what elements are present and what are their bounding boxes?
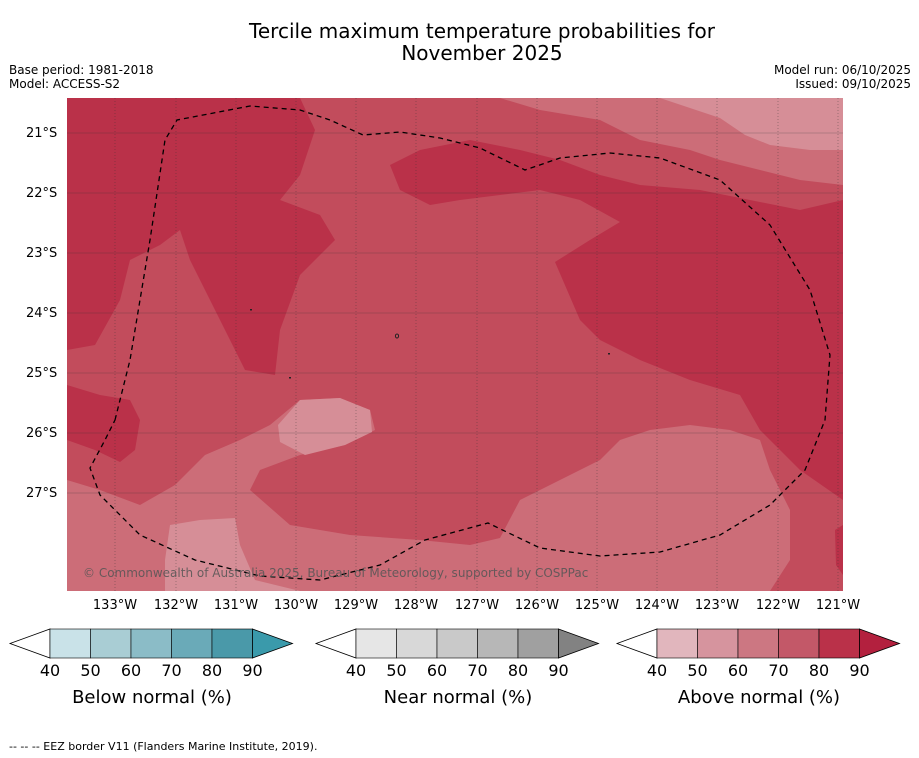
meta-left: Base period: 1981-2018 Model: ACCESS-S2 — [9, 63, 154, 91]
below-normal-colorbar-segment — [130, 628, 172, 659]
lon-label-121w: 121°W — [815, 598, 861, 613]
near-normal-colorbar-segment — [396, 628, 438, 659]
near-normal-tick-label: 60 — [426, 661, 448, 680]
below-normal-tick-label: 80 — [201, 661, 223, 680]
near-normal-tick-label: 50 — [386, 661, 407, 680]
below-normal-colorbar-segment — [90, 628, 132, 659]
lat-label-26s: 26°S — [26, 426, 58, 441]
above-normal-tick-label: 70 — [768, 661, 789, 680]
lon-label-122w: 122°W — [755, 598, 801, 613]
above-normal-colorbar-segment — [697, 628, 739, 659]
below-normal-label: Below normal (%) — [72, 687, 232, 708]
lon-label-133w: 133°W — [92, 598, 138, 613]
lon-label-132w: 132°W — [153, 598, 199, 613]
above-normal-colorbar-segment — [778, 628, 820, 659]
region-50-northeast — [660, 98, 843, 150]
above-normal-tick-label: 50 — [687, 661, 708, 680]
above-normal-tick-label: 60 — [727, 661, 749, 680]
lon-label-131w: 131°W — [213, 598, 259, 613]
model-name: Model: ACCESS-S2 — [9, 77, 121, 91]
lon-label-129w: 129°W — [333, 598, 379, 613]
colorbars — [8, 628, 901, 659]
lat-label-25s: 25°S — [26, 366, 58, 381]
below-normal-colorbar-segment — [211, 628, 253, 659]
above-normal-colorbar-high-arrow — [859, 628, 901, 659]
above-normal-colorbar-segment — [737, 628, 779, 659]
near-normal-label: Near normal (%) — [383, 687, 533, 708]
lat-label-23s: 23°S — [26, 246, 58, 261]
lon-label-128w: 128°W — [393, 598, 439, 613]
lon-label-124w: 124°W — [634, 598, 680, 613]
below-normal-tick-label: 60 — [120, 661, 142, 680]
below-normal-tick-label: 70 — [161, 661, 182, 680]
near-normal-tick-label: 90 — [548, 661, 569, 680]
region-60-south — [67, 398, 790, 591]
title-line-2: November 2025 — [401, 41, 563, 65]
below-normal-tick-label: 50 — [80, 661, 101, 680]
lat-label-24s: 24°S — [26, 306, 58, 321]
lon-label-125w: 125°W — [574, 598, 620, 613]
above-normal-colorbar-segment — [818, 628, 860, 659]
region-80-small — [67, 385, 140, 462]
below-normal-colorbar-high-arrow — [252, 628, 294, 659]
base-period: Base period: 1981-2018 — [9, 63, 154, 77]
region-80-edge — [835, 525, 843, 575]
region-50-south — [165, 518, 300, 591]
below-normal-tick-label: 90 — [242, 661, 263, 680]
below-normal-colorbar-segment — [171, 628, 213, 659]
near-normal-colorbar-segment — [355, 628, 397, 659]
copyright-text: © Commonwealth of Australia 2025, Bureau… — [83, 566, 589, 580]
region-80-west — [67, 98, 335, 375]
islands — [250, 309, 610, 379]
near-normal-tick-label: 40 — [345, 661, 367, 680]
probability-map — [67, 98, 843, 591]
near-normal-colorbar-segment — [477, 628, 519, 659]
near-normal-colorbar-low-arrow — [314, 628, 357, 659]
below-normal-tick-label: 40 — [39, 661, 61, 680]
lon-label-123w: 123°W — [694, 598, 740, 613]
above-normal-colorbar-segment — [656, 628, 698, 659]
near-normal-tick-label: 70 — [467, 661, 488, 680]
near-normal-colorbar-high-arrow — [558, 628, 600, 659]
title-line-1: Tercile maximum temperature probabilitie… — [249, 19, 715, 43]
region-50-south-2 — [278, 398, 372, 455]
below-normal-colorbar-low-arrow — [8, 628, 51, 659]
eez-border — [89, 105, 831, 581]
grid — [114, 98, 839, 591]
near-normal-tick-label: 80 — [507, 661, 529, 680]
above-normal-label: Above normal (%) — [677, 687, 841, 708]
lat-label-27s: 27°S — [26, 486, 58, 501]
model-run: Model run: 06/10/2025 — [773, 63, 911, 77]
issued-date: Issued: 09/10/2025 — [795, 77, 911, 91]
meta-right: Model run: 06/10/2025 Issued: 09/10/2025 — [774, 63, 911, 91]
lat-label-21s: 21°S — [26, 126, 58, 141]
grid-lat — [67, 132, 843, 494]
near-normal-colorbar-segment — [517, 628, 559, 659]
chart-title: Tercile maximum temperature probabilitie… — [0, 20, 919, 64]
above-normal-colorbar-low-arrow — [615, 628, 658, 659]
lon-label-130w: 130°W — [273, 598, 319, 613]
near-normal-colorbar-segment — [436, 628, 478, 659]
above-normal-tick-label: 90 — [849, 661, 870, 680]
above-normal-tick-label: 80 — [808, 661, 830, 680]
eez-footnote: -- -- -- EEZ border V11 (Flanders Marine… — [9, 740, 318, 753]
lon-label-126w: 126°W — [514, 598, 560, 613]
below-normal-colorbar-segment — [49, 628, 91, 659]
region-80-east — [390, 140, 843, 500]
lon-label-127w: 127°W — [454, 598, 500, 613]
above-normal-tick-label: 40 — [646, 661, 668, 680]
lat-label-22s: 22°S — [26, 186, 58, 201]
